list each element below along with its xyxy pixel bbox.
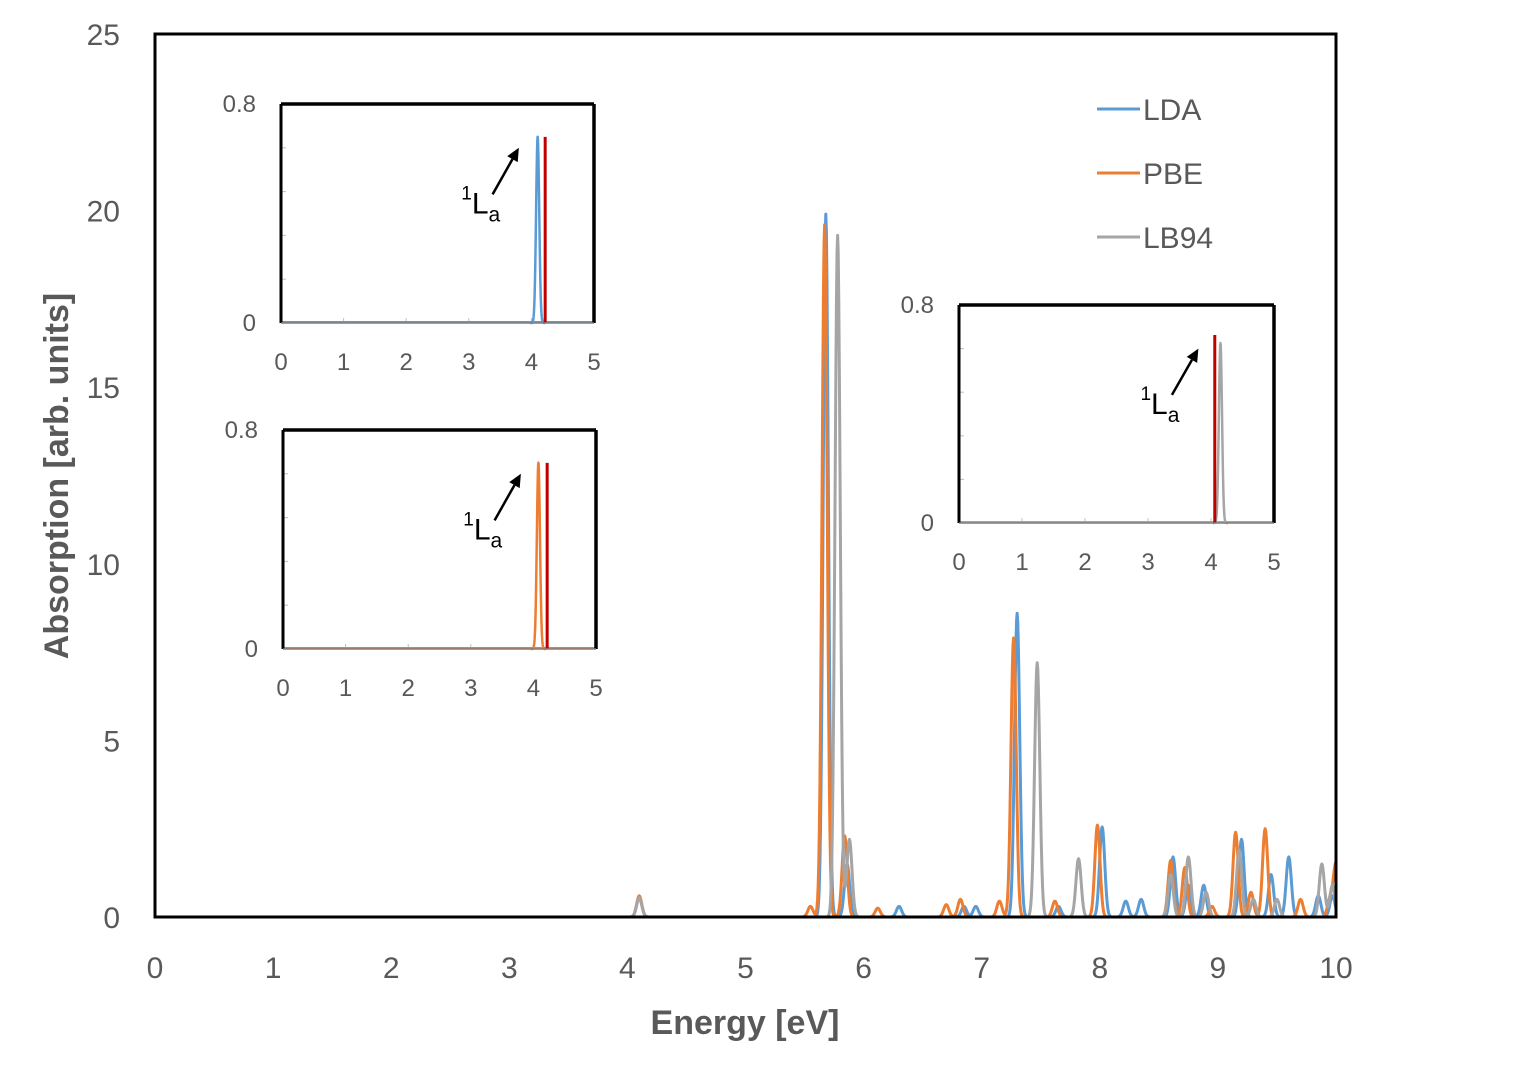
annotation-arrow-head (1186, 348, 1199, 363)
inset-x-tick-label: 0 (952, 549, 965, 576)
x-tick-label: 2 (383, 952, 400, 985)
inset-y-tick-label: 0.8 (901, 292, 934, 319)
x-axis-label: Energy [eV] (651, 1004, 840, 1042)
annotation-arrow-shaft (493, 484, 516, 521)
inset-y-tick-label: 0 (921, 510, 934, 537)
x-tick-label: 4 (619, 952, 636, 985)
inset-y-tick-label: 0.8 (223, 91, 256, 118)
inset-x-tick-label: 2 (400, 349, 413, 376)
annotation-sub: a (1168, 404, 1180, 427)
inset-x-tick-label: 4 (525, 349, 538, 376)
inset-x-tick-label: 3 (1141, 549, 1154, 576)
inset-x-tick-label: 4 (1204, 549, 1217, 576)
inset-spectrum-peak (530, 135, 546, 325)
legend-label-lda: LDA (1143, 94, 1201, 127)
annotation-sup: 1 (1140, 384, 1151, 405)
y-tick-label: 10 (87, 549, 120, 582)
x-tick-label: 0 (147, 952, 164, 985)
inset-x-tick-label: 0 (274, 349, 287, 376)
annotation-arrow-shaft (491, 158, 514, 195)
annotation-arrow-shaft (1170, 359, 1194, 396)
legend: LDA PBE LB94 (1097, 94, 1213, 255)
x-tick-label: 6 (855, 952, 872, 985)
annotation-sup: 1 (461, 184, 472, 205)
inset-x-tick-label: 2 (402, 675, 415, 702)
inset-x-tick-label: 2 (1078, 549, 1091, 576)
annotation-sub: a (491, 530, 503, 553)
main-y-tick-labels: 0 5 10 15 20 25 (87, 19, 120, 935)
inset-x-tick-label: 4 (527, 675, 540, 702)
legend-entry-lda: LDA (1097, 94, 1201, 127)
annotation-main: L (474, 514, 491, 547)
inset-x-tick-label: 5 (1267, 549, 1280, 576)
annotation-main: L (472, 188, 489, 221)
x-tick-label: 7 (973, 952, 990, 985)
x-tick-label: 10 (1319, 952, 1352, 985)
annotation-arrow-head (509, 473, 521, 489)
inset-y-tick-label: 0 (245, 636, 258, 663)
main-plot-frame (153, 32, 1338, 919)
y-axis-label: Absorption [arb. units] (38, 293, 76, 659)
y-tick-label: 0 (103, 902, 120, 935)
inset-y-tick-label: 0.8 (225, 417, 258, 444)
main-x-tick-labels: 0 1 2 3 4 5 6 7 8 9 10 (147, 952, 1353, 985)
inset-x-tick-label: 5 (587, 349, 600, 376)
inset-x-tick-label: 5 (589, 675, 602, 702)
legend-label-lb94: LB94 (1143, 222, 1213, 255)
inset-y-tick-label: 0 (243, 310, 256, 337)
x-tick-label: 8 (1091, 952, 1108, 985)
inset-spectrum-peak (530, 461, 547, 651)
legend-entry-pbe: PBE (1097, 158, 1203, 191)
annotation-arrow-head (507, 147, 519, 163)
y-tick-label: 25 (87, 19, 120, 52)
inset-x-tick-label: 0 (276, 675, 289, 702)
annotation-sup: 1 (463, 510, 474, 531)
inset-x-tick-label: 3 (464, 675, 477, 702)
inset-background (959, 305, 1274, 523)
annotation-label: 1La (463, 510, 502, 553)
x-tick-label: 3 (501, 952, 518, 985)
y-tick-label: 5 (103, 725, 120, 758)
annotation-label: 1La (461, 184, 500, 227)
x-tick-label: 1 (265, 952, 282, 985)
inset-x-tick-label: 1 (1015, 549, 1028, 576)
inset-x-tick-label: 3 (462, 349, 475, 376)
legend-entry-lb94: LB94 (1097, 222, 1213, 255)
annotation-label: 1La (1140, 384, 1179, 427)
inset-background (283, 430, 596, 649)
inset-x-tick-label: 1 (337, 349, 350, 376)
x-tick-label: 9 (1210, 952, 1227, 985)
y-tick-label: 20 (87, 196, 120, 229)
inset-background (281, 104, 594, 323)
annotation-sub: a (489, 204, 501, 227)
annotation-main: L (1151, 388, 1168, 421)
y-tick-label: 15 (87, 372, 120, 405)
x-tick-label: 5 (737, 952, 754, 985)
legend-label-pbe: PBE (1143, 158, 1203, 191)
inset-x-tick-label: 1 (339, 675, 352, 702)
